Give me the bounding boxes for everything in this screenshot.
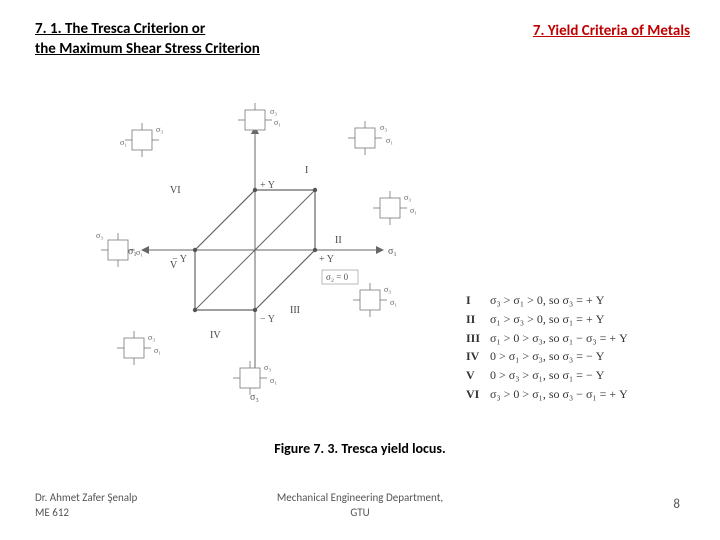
footer-department: Mechanical Engineering Department, GTU <box>0 491 720 520</box>
yield-conditions-table: Iσ₃ > σ₁ > 0, so σ₃ = + Y II σ₁ > σ₃ > 0,… <box>460 290 634 405</box>
dept-line2: GTU <box>350 506 369 519</box>
cond-rn-5: V <box>466 368 475 382</box>
chapter-title: 7. Yield Criteria of Metals <box>533 22 690 40</box>
title-line1: 7. 1. The Tresca Criterion or <box>35 20 205 38</box>
svg-text:+ Y: + Y <box>260 180 275 191</box>
svg-text:σ₁: σ₁ <box>388 246 397 257</box>
svg-text:σ₃: σ₃ <box>384 285 391 294</box>
svg-text:σ₃: σ₃ <box>380 123 387 132</box>
diagram-svg: + Y − Y + Y − Y σ₃ σ₁ σ₃ σ₁ σ₂ = 0 <box>60 100 460 420</box>
cond-rn-1: I <box>466 293 471 307</box>
region-III: III <box>290 305 300 316</box>
svg-text:σ₃: σ₃ <box>270 107 277 116</box>
svg-text:+ Y: + Y <box>319 254 334 265</box>
svg-text:σ₁: σ₁ <box>270 376 277 385</box>
region-II: II <box>335 235 342 246</box>
region-VI: VI <box>170 185 181 196</box>
figure-caption: Figure 7. 3. Tresca yield locus. <box>0 440 720 457</box>
cond-text-2: σ₁ > σ₃ > 0, so σ₁ = + Y <box>486 311 632 328</box>
title-line2: the Maximum Shear Stress Criterion <box>35 40 260 58</box>
svg-text:σ₃: σ₃ <box>404 193 411 202</box>
region-I: I <box>305 165 308 176</box>
region-V: V <box>170 260 177 271</box>
svg-text:σ₃: σ₃ <box>250 392 259 403</box>
cond-rn-2: II <box>466 312 475 326</box>
cond-rn-3: III <box>466 331 480 345</box>
svg-text:σ₂ = 0: σ₂ = 0 <box>326 272 349 282</box>
svg-text:σ₃: σ₃ <box>148 333 155 342</box>
svg-text:σ₁: σ₁ <box>410 206 417 215</box>
svg-text:− Y: − Y <box>260 314 275 325</box>
cond-text-4: 0 > σ₁ > σ₃, so σ₃ = − Y <box>486 348 632 365</box>
tresca-yield-locus-diagram: + Y − Y + Y − Y σ₃ σ₁ σ₃ σ₁ σ₂ = 0 <box>60 100 460 420</box>
cond-rn-4: IV <box>466 349 479 363</box>
cond-text-5: 0 > σ₃ > σ₁, so σ₁ = − Y <box>486 367 632 384</box>
svg-text:σ₁: σ₁ <box>136 248 143 257</box>
dept-line1: Mechanical Engineering Department, <box>277 491 443 504</box>
region-IV: IV <box>210 330 221 341</box>
page-number: 8 <box>673 497 680 512</box>
cond-text-6: σ₃ > 0 > σ₁, so σ₃ − σ₁ = + Y <box>486 386 632 403</box>
svg-text:σ₃: σ₃ <box>156 125 163 134</box>
cond-rn-6: VI <box>466 387 479 401</box>
cond-text-1: σ₃ > σ₁ > 0, so σ₃ = + Y <box>486 292 632 309</box>
section-title: 7. 1. The Tresca Criterion or the Maximu… <box>35 20 260 59</box>
svg-text:σ₁: σ₁ <box>386 136 393 145</box>
svg-text:σ₁: σ₁ <box>390 298 397 307</box>
svg-text:σ₃: σ₃ <box>96 231 103 240</box>
cond-text-3: σ₁ > 0 > σ₃, so σ₁ − σ₃ = + Y <box>486 330 632 347</box>
svg-text:σ₁: σ₁ <box>120 138 127 147</box>
svg-text:σ₁: σ₁ <box>274 118 281 127</box>
svg-text:σ₃: σ₃ <box>264 363 271 372</box>
svg-text:σ₁: σ₁ <box>154 346 161 355</box>
